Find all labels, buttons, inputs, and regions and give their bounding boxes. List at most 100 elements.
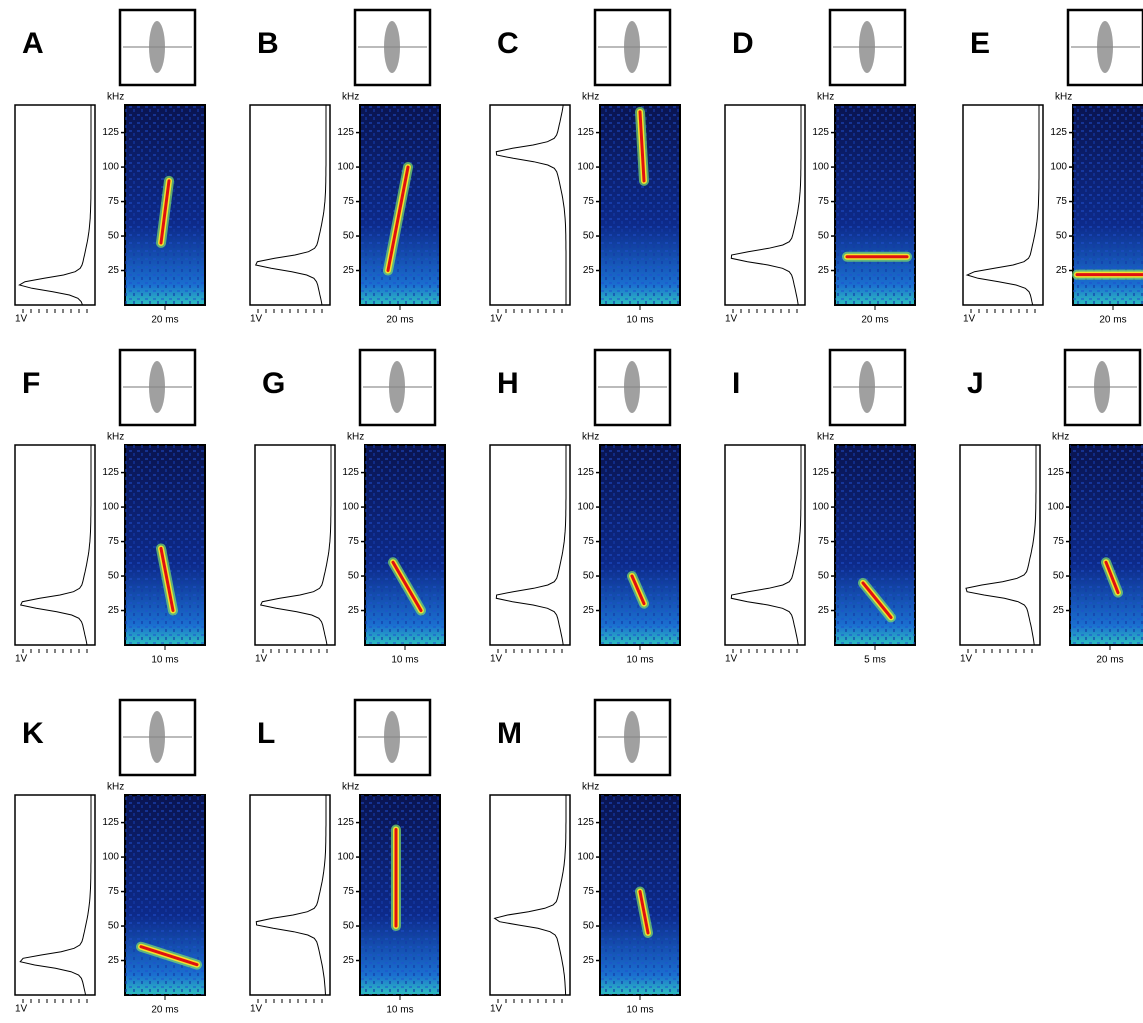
y-tick-label: 75: [348, 536, 360, 547]
y-tick-label: 75: [583, 196, 595, 207]
spectrum-box: [250, 105, 330, 305]
y-tick-label: 25: [583, 605, 595, 616]
y-tick-label: 75: [343, 196, 355, 207]
amplitude-label: 1V: [15, 1004, 28, 1015]
waveform-envelope: [149, 361, 165, 413]
time-scale-label: 20 ms: [1099, 315, 1126, 326]
y-tick-label: 75: [583, 886, 595, 897]
spectrogram-noise: [1070, 445, 1143, 645]
y-tick-label: 50: [583, 571, 595, 582]
axis-unit: kHz: [107, 782, 124, 793]
y-tick-label: 100: [812, 502, 829, 513]
spectrogram-noise: [835, 445, 915, 645]
y-tick-label: 75: [1056, 196, 1068, 207]
spectrum-box: [15, 795, 95, 995]
waveform-envelope: [384, 711, 400, 763]
y-tick-label: 100: [1050, 162, 1067, 173]
spectrogram-noise: [600, 445, 680, 645]
axis-unit: kHz: [582, 92, 599, 103]
waveform-envelope: [149, 21, 165, 73]
panel: E1VkHz25507510012520 ms: [963, 10, 1143, 326]
panel-letter: E: [970, 27, 990, 60]
waveform-envelope: [624, 361, 640, 413]
time-scale-label: 20 ms: [386, 315, 413, 326]
spectrum-box: [250, 795, 330, 995]
y-tick-label: 100: [337, 162, 354, 173]
spectrum-box: [15, 105, 95, 305]
time-scale-label: 20 ms: [151, 1005, 178, 1016]
spectrum-box: [255, 445, 335, 645]
amplitude-label: 1V: [250, 1004, 263, 1015]
amplitude-label: 1V: [490, 654, 503, 665]
y-tick-label: 50: [583, 231, 595, 242]
y-tick-label: 100: [1047, 502, 1064, 513]
y-tick-label: 100: [102, 852, 119, 863]
axis-unit: kHz: [817, 92, 834, 103]
y-tick-label: 100: [577, 852, 594, 863]
y-tick-label: 75: [583, 536, 595, 547]
panel-letter: A: [22, 27, 44, 60]
y-tick-label: 75: [818, 196, 830, 207]
spectrum-box: [725, 105, 805, 305]
axis-unit: kHz: [1052, 432, 1069, 443]
y-tick-label: 125: [102, 127, 119, 138]
y-tick-label: 75: [1053, 536, 1065, 547]
time-scale-label: 10 ms: [391, 655, 418, 666]
spectrum-box: [725, 445, 805, 645]
time-scale-label: 10 ms: [386, 1005, 413, 1016]
y-tick-label: 125: [102, 817, 119, 828]
time-scale-label: 5 ms: [864, 655, 886, 666]
page: A 1V kHz 25 50 75 100 125 20 ms B 1V kHz 25 50 75 100 12…: [0, 0, 1143, 1023]
y-tick-label: 125: [1047, 467, 1064, 478]
y-tick-label: 50: [818, 231, 830, 242]
axis-unit: kHz: [342, 782, 359, 793]
axis-unit: kHz: [342, 92, 359, 103]
amplitude-label: 1V: [963, 314, 976, 325]
y-tick-label: 100: [102, 502, 119, 513]
y-tick-label: 25: [343, 955, 355, 966]
y-tick-label: 50: [818, 571, 830, 582]
time-scale-label: 10 ms: [626, 315, 653, 326]
panel-letter: J: [967, 367, 984, 400]
y-tick-label: 25: [583, 265, 595, 276]
waveform-envelope: [149, 711, 165, 763]
spectrum-box: [490, 105, 570, 305]
panels: A 1V kHz 25 50 75 100 125 20 ms B 1V kHz 25 50 75 100 12…: [15, 10, 1143, 1016]
axis-unit: kHz: [582, 432, 599, 443]
waveform-envelope: [624, 711, 640, 763]
amplitude-label: 1V: [490, 314, 503, 325]
spectrogram-noise: [125, 445, 205, 645]
y-tick-label: 100: [337, 852, 354, 863]
amplitude-label: 1V: [15, 654, 28, 665]
amplitude-label: 1V: [255, 654, 268, 665]
y-tick-label: 125: [102, 467, 119, 478]
panel-letter: B: [257, 27, 279, 60]
panel-letter: H: [497, 367, 519, 400]
y-tick-label: 75: [818, 536, 830, 547]
panel-letter: F: [22, 367, 40, 400]
y-tick-label: 50: [108, 231, 120, 242]
y-tick-label: 125: [577, 127, 594, 138]
panel-letter: D: [732, 27, 754, 60]
axis-unit: kHz: [347, 432, 364, 443]
axis-unit: kHz: [817, 432, 834, 443]
spectrum-box: [15, 445, 95, 645]
panel: J1VkHz25507510012520 ms: [960, 350, 1143, 666]
amplitude-label: 1V: [490, 1004, 503, 1015]
y-tick-label: 125: [337, 817, 354, 828]
y-tick-label: 125: [812, 127, 829, 138]
axis-unit: kHz: [1055, 92, 1072, 103]
y-tick-label: 100: [577, 162, 594, 173]
y-tick-label: 50: [108, 571, 120, 582]
time-scale-label: 20 ms: [861, 315, 888, 326]
y-tick-label: 100: [812, 162, 829, 173]
y-tick-label: 25: [343, 265, 355, 276]
amplitude-label: 1V: [250, 314, 263, 325]
panel-letter: G: [262, 367, 285, 400]
panel-letter: K: [22, 717, 44, 750]
time-scale-label: 20 ms: [151, 315, 178, 326]
